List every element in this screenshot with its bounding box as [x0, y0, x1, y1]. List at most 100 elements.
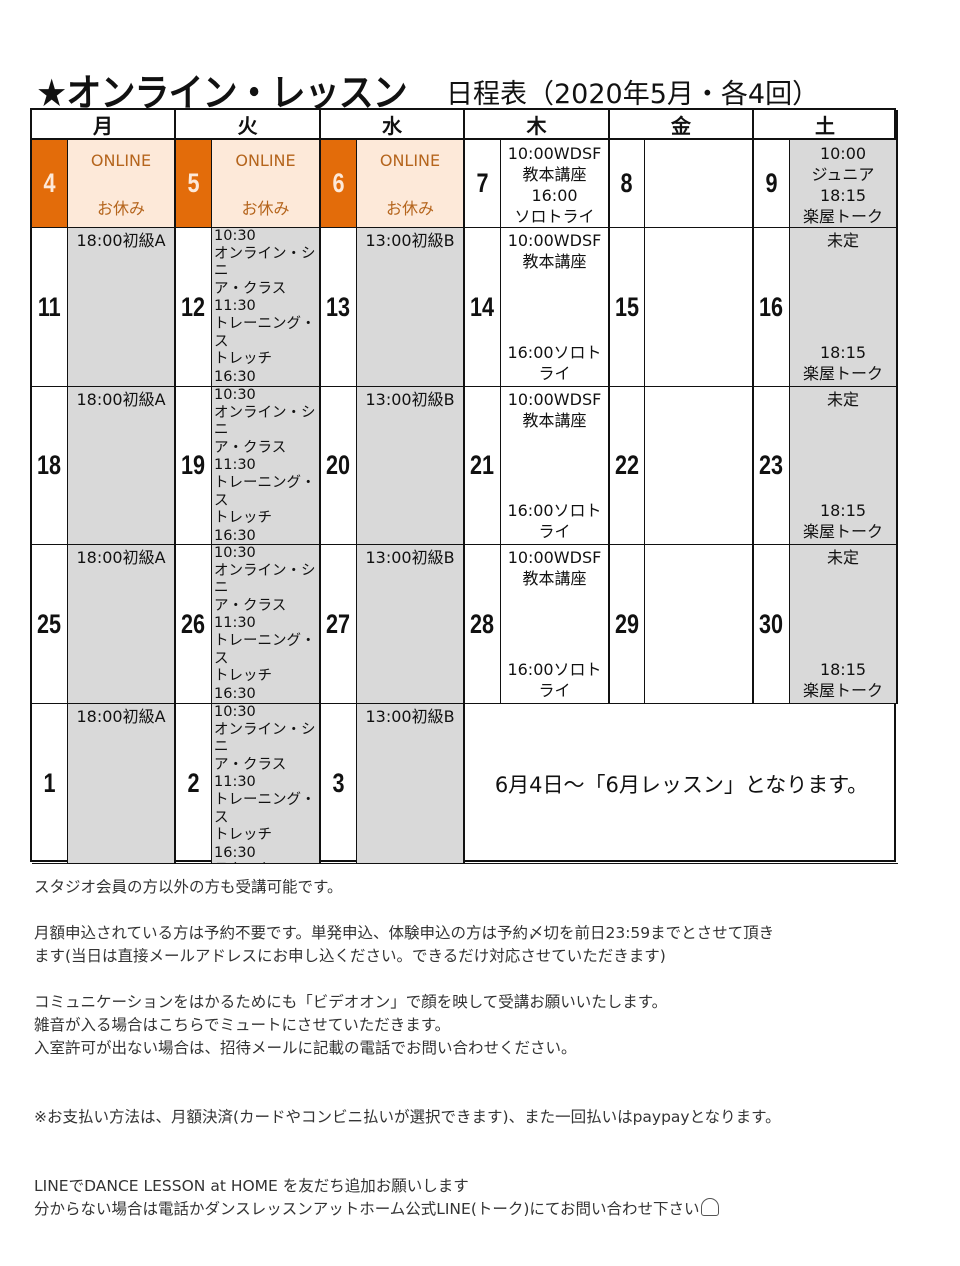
schedule-bottom-group: 16:00ソロトライ — [501, 659, 608, 701]
note-line: スタジオ会員の方以外の方も受講可能です。 — [34, 878, 343, 896]
schedule-top-group: 未定 — [827, 547, 859, 568]
schedule-cell: 13:00初級B — [357, 387, 465, 545]
schedule-line: トレーニング・ス — [214, 791, 316, 826]
date-number: 13 — [326, 291, 351, 322]
date-cell: 18 — [32, 387, 68, 545]
schedule-line: 未定 — [826, 231, 859, 250]
schedule-top-group: 13:00初級B — [365, 230, 454, 251]
schedule-top-group: 10:00WDSF 教本講座 — [508, 389, 602, 431]
schedule-line: ア・クラス — [214, 280, 287, 297]
date-cell: 15 — [610, 228, 645, 387]
schedule-top-group: 10:30 オンライン・シニ ア・クラス 11:30 トレーニング・ス トレッチ 16:30… — [214, 228, 319, 386]
schedule-line: お休み — [241, 199, 290, 218]
date-cell: 9 — [754, 140, 790, 228]
date-cell: 3 — [321, 704, 357, 864]
schedule-line: 16:00ソロトライ — [507, 343, 602, 383]
schedule-line: 未定 — [826, 390, 859, 409]
schedule-line: 10:30 — [214, 228, 256, 244]
schedule-top-group: 未定 — [827, 389, 859, 410]
schedule-line: お休み — [385, 199, 434, 218]
date-cell: 26 — [176, 545, 212, 704]
date-number: 14 — [470, 291, 495, 322]
schedule-cell: 10:30 オンライン・シニ ア・クラス 11:30 トレーニング・ス トレッチ 16:30… — [212, 387, 321, 545]
schedule-cell: ONLINE お休み — [68, 140, 176, 228]
schedule-cell: 13:00初級B — [357, 704, 465, 864]
schedule-top-group: ONLINE — [235, 150, 295, 171]
schedule-cell: 13:00初級B — [357, 545, 465, 704]
schedule-line: 18:15 — [819, 660, 867, 679]
schedule-cell: 10:00 ジュニア 18:15 楽屋トーク — [790, 140, 898, 228]
schedule-line: 18:15 — [819, 343, 867, 362]
date-number: 18 — [37, 450, 62, 480]
schedule-cell: 未定 18:15 楽屋トーク — [790, 545, 898, 704]
date-number: 8 — [620, 168, 634, 198]
schedule-line: 16:30 — [214, 844, 256, 861]
date-cell: 27 — [321, 545, 357, 704]
schedule-line: 10:00 — [819, 144, 867, 163]
schedule-line: 11:30 — [214, 615, 256, 632]
calendar-table: 月火水木金土 4 ONLINE お休み 5 ONLINE お休み 6 ONLINE お休み 7 10:… — [30, 108, 898, 864]
date-cell: 25 — [32, 545, 68, 704]
schedule-bottom-group: 18:15 楽屋トーク — [803, 659, 883, 701]
schedule-top-group: ONLINE — [380, 150, 440, 171]
schedule-line: 10:00WDSF — [507, 548, 602, 567]
schedule-cell: 18:00初級A — [68, 228, 176, 387]
schedule-line: トレッチ — [214, 351, 272, 368]
schedule-line: ア・クラス — [214, 597, 287, 614]
schedule-cell: 未定 18:15 楽屋トーク — [790, 228, 898, 387]
schedule-line: 10:30 — [214, 387, 256, 403]
schedule-bottom-group: 16:00ソロトライ — [501, 342, 608, 384]
note-line: 入室許可が出ない場合は、招待メールに記載の電話でお問い合わせください。 — [34, 1039, 577, 1057]
date-cell: 21 — [465, 387, 501, 545]
date-number: 1 — [43, 768, 56, 798]
date-cell: 14 — [465, 228, 501, 387]
schedule-line: トレーニング・ス — [214, 315, 316, 350]
schedule-bottom-group: 16:00ソロトライ — [501, 500, 608, 542]
schedule-line: ジュニア — [811, 165, 875, 184]
schedule-line: 16:00 — [531, 186, 578, 205]
schedule-line: ONLINE — [235, 151, 296, 170]
note-line: 分からない場合は電話かダンスレッスンアットホーム公式LINE(トーク)にてお問い… — [34, 1198, 781, 1221]
schedule-top-group: 13:00初級B — [365, 389, 454, 410]
weekday-header: 金 — [610, 110, 754, 140]
schedule-line: ソロトライ — [514, 207, 595, 226]
date-cell: 28 — [465, 545, 501, 704]
schedule-cell: 13:00初級B — [357, 228, 465, 387]
weekday-header: 土 — [754, 110, 898, 140]
page-title: ★オンライン・レッスン 日程表（2020年5月・各4回） — [36, 62, 819, 117]
schedule-bottom-group: お休み — [386, 198, 434, 219]
date-cell: 12 — [176, 228, 212, 387]
schedule-top-group: 10:00WDSF 教本講座 — [508, 143, 602, 185]
date-number: 20 — [326, 450, 351, 480]
date-cell: 1 — [32, 704, 68, 864]
schedule-line: 教本講座 — [522, 569, 587, 588]
schedule-top-group: 18:00初級A — [76, 230, 165, 251]
schedule-line: ONLINE — [379, 151, 441, 170]
schedule-cell: 18:00初級A — [68, 704, 176, 864]
date-number: 6 — [332, 168, 345, 198]
date-number: 27 — [326, 608, 351, 639]
note-line — [34, 1083, 781, 1106]
date-cell: 29 — [610, 545, 645, 704]
schedule-line: トレッチ — [214, 510, 272, 527]
schedule-line: 未定 — [826, 548, 859, 567]
notes: スタジオ会員の方以外の方も受講可能です。 月額申込されている方は予約不要です。単… — [34, 876, 781, 1221]
schedule-line: 13:00初級B — [365, 707, 455, 726]
date-number: 26 — [181, 608, 206, 639]
schedule-top-group: 18:00初級A — [76, 547, 165, 568]
schedule-line: 10:30 — [214, 704, 256, 720]
schedule-bottom-group: 18:15 楽屋トーク — [803, 342, 883, 384]
schedule-line: オンライン・シニ — [214, 404, 316, 439]
date-number: 5 — [187, 168, 200, 198]
schedule-line: 11:30 — [214, 774, 256, 791]
schedule-line: 教本講座 — [522, 411, 587, 430]
schedule-cell: 18:00初級A — [68, 545, 176, 704]
date-number: 7 — [476, 168, 489, 198]
schedule-top-group: 10:00 ジュニア — [812, 143, 875, 185]
schedule-cell: 未定 18:15 楽屋トーク — [790, 387, 898, 545]
note-line — [34, 1060, 781, 1083]
note-line — [34, 899, 781, 922]
